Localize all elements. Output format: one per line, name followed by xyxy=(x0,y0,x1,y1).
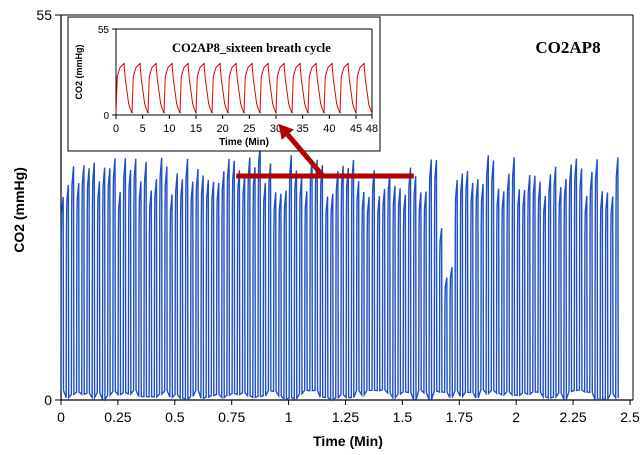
main-x-tick-label: 1.25 xyxy=(332,409,359,425)
inset-y-axis-label: CO2 (mmHg) xyxy=(74,44,84,99)
main-x-tick-label: 1.5 xyxy=(393,409,413,425)
main-series-group xyxy=(60,144,619,402)
callout xyxy=(236,124,414,179)
main-x-tick-label: 1 xyxy=(285,409,293,425)
main-y-ticks: 0 55 xyxy=(36,7,61,408)
main-x-tick-label: 2.5 xyxy=(620,409,640,425)
main-x-tick-label: 0.25 xyxy=(104,409,131,425)
main-x-tick-label: 0 xyxy=(57,409,65,425)
main-x-axis-label: Time (Min) xyxy=(313,433,383,449)
callout-arrowhead xyxy=(278,124,294,140)
main-chart-title: CO2AP8 xyxy=(535,38,600,57)
callout-arrow xyxy=(285,133,325,178)
inset-y-ticks: 0 55 xyxy=(98,25,116,122)
inset-x-tick-label: 20 xyxy=(217,123,229,135)
inset-x-tick-label: 0 xyxy=(113,123,119,135)
main-series-line xyxy=(60,144,619,402)
inset-x-axis-label: Time (Min) xyxy=(219,137,269,148)
inset-y-tick-label: 0 xyxy=(103,111,109,122)
main-y-tick-label: 0 xyxy=(44,392,52,408)
main-x-tick-label: 0.5 xyxy=(165,409,185,425)
main-x-tick-label: 2.25 xyxy=(559,409,586,425)
inset-x-tick-label: 15 xyxy=(190,123,202,135)
inset-series-group xyxy=(115,62,373,114)
main-x-tick-label: 1.75 xyxy=(446,409,473,425)
inset-x-tick-label: 10 xyxy=(163,123,175,135)
inset-x-tick-label: 35 xyxy=(297,123,309,135)
inset-panel: 0 5 10 15 20 25 30 35 40 45 48 055 CO2AP8_sixteen … xyxy=(67,16,381,152)
inset-frame xyxy=(67,16,381,152)
inset-x-tick-label: 25 xyxy=(243,123,255,135)
main-y-axis-label: CO2 (mmHg) xyxy=(11,167,27,253)
inset-chart-title: CO2AP8_sixteen breath cycle xyxy=(172,41,331,55)
inset-x-tick-label: 40 xyxy=(323,123,335,135)
main-x-tick-label: 2 xyxy=(512,409,520,425)
inset-x-tick-label: 48 xyxy=(366,123,378,135)
main-y-tick-label: 55 xyxy=(36,7,52,23)
inset-x-tick-label: 45 xyxy=(350,123,362,135)
inset-series-line xyxy=(115,62,373,114)
inset-y-tick-label: 55 xyxy=(98,25,110,36)
inset-x-tick-label: 5 xyxy=(140,123,146,135)
main-x-tick-label: 0.75 xyxy=(218,409,245,425)
inset-x-ticks: 0 5 10 15 20 25 30 35 40 45 48 xyxy=(113,115,378,135)
main-x-ticks: 0 0.25 0.5 0.75 1 1.25 1.5 1.75 2 2.25 2.5 xyxy=(57,400,640,425)
